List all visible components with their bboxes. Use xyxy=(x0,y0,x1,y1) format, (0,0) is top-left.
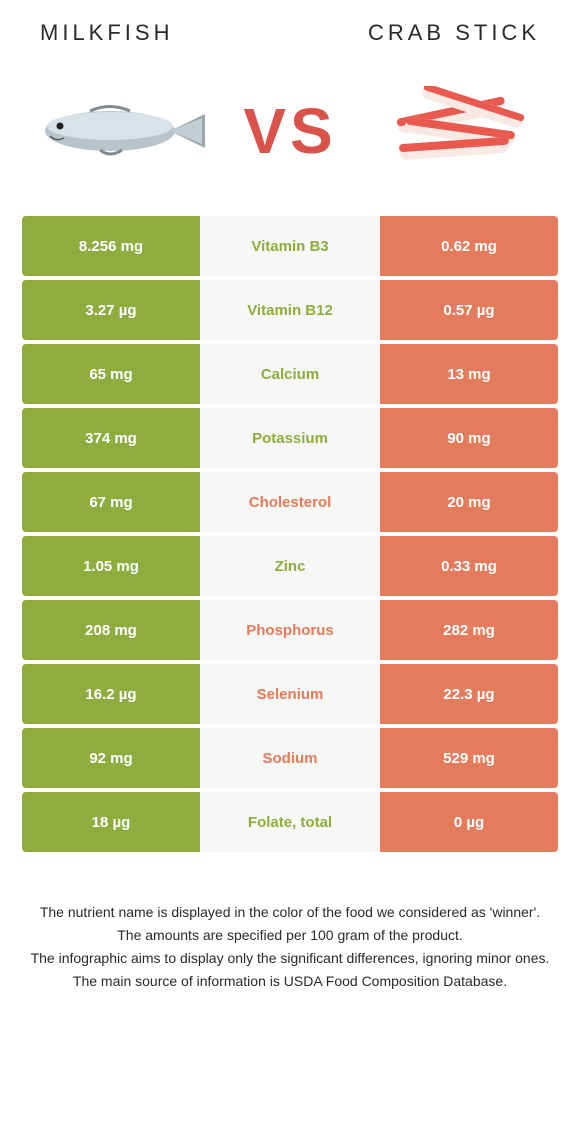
left-value: 65 mg xyxy=(22,344,200,404)
right-value: 22.3 µg xyxy=(380,664,558,724)
nutrient-name: Zinc xyxy=(200,536,380,596)
left-value: 208 mg xyxy=(22,600,200,660)
table-row: 65 mgCalcium13 mg xyxy=(22,344,558,404)
table-row: 92 mgSodium529 mg xyxy=(22,728,558,788)
right-title: CRAB STICK xyxy=(368,20,540,46)
nutrient-name: Folate, total xyxy=(200,792,380,852)
milkfish-illustration xyxy=(30,86,210,176)
left-value: 374 mg xyxy=(22,408,200,468)
nutrient-name: Vitamin B3 xyxy=(200,216,380,276)
left-value: 16.2 µg xyxy=(22,664,200,724)
left-value: 18 µg xyxy=(22,792,200,852)
left-value: 3.27 µg xyxy=(22,280,200,340)
left-value: 67 mg xyxy=(22,472,200,532)
nutrient-name: Calcium xyxy=(200,344,380,404)
nutrient-name: Potassium xyxy=(200,408,380,468)
table-row: 18 µgFolate, total0 µg xyxy=(22,792,558,852)
left-value: 92 mg xyxy=(22,728,200,788)
right-value: 0 µg xyxy=(380,792,558,852)
table-row: 374 mgPotassium90 mg xyxy=(22,408,558,468)
table-row: 208 mgPhosphorus282 mg xyxy=(22,600,558,660)
vs-label: VS xyxy=(243,94,336,168)
nutrient-name: Sodium xyxy=(200,728,380,788)
left-value: 8.256 mg xyxy=(22,216,200,276)
table-row: 3.27 µgVitamin B120.57 µg xyxy=(22,280,558,340)
table-row: 1.05 mgZinc0.33 mg xyxy=(22,536,558,596)
right-value: 0.62 mg xyxy=(380,216,558,276)
right-value: 13 mg xyxy=(380,344,558,404)
footer-notes: The nutrient name is displayed in the co… xyxy=(30,902,550,992)
left-value: 1.05 mg xyxy=(22,536,200,596)
footer-line: The main source of information is USDA F… xyxy=(30,971,550,992)
footer-line: The amounts are specified per 100 gram o… xyxy=(30,925,550,946)
nutrient-name: Phosphorus xyxy=(200,600,380,660)
hero-section: VS xyxy=(0,56,580,216)
nutrient-name: Cholesterol xyxy=(200,472,380,532)
right-value: 529 mg xyxy=(380,728,558,788)
footer-line: The infographic aims to display only the… xyxy=(30,948,550,969)
table-row: 67 mgCholesterol20 mg xyxy=(22,472,558,532)
nutrient-name: Selenium xyxy=(200,664,380,724)
titles-bar: MILKFISH CRAB STICK xyxy=(0,0,580,56)
footer-line: The nutrient name is displayed in the co… xyxy=(30,902,550,923)
right-value: 90 mg xyxy=(380,408,558,468)
right-value: 20 mg xyxy=(380,472,558,532)
right-value: 0.33 mg xyxy=(380,536,558,596)
nutrient-name: Vitamin B12 xyxy=(200,280,380,340)
comparison-table: 8.256 mgVitamin B30.62 mg3.27 µgVitamin … xyxy=(22,216,558,852)
table-row: 8.256 mgVitamin B30.62 mg xyxy=(22,216,558,276)
right-value: 282 mg xyxy=(380,600,558,660)
right-value: 0.57 µg xyxy=(380,280,558,340)
table-row: 16.2 µgSelenium22.3 µg xyxy=(22,664,558,724)
left-title: MILKFISH xyxy=(40,20,173,46)
crab-stick-illustration xyxy=(370,86,550,176)
